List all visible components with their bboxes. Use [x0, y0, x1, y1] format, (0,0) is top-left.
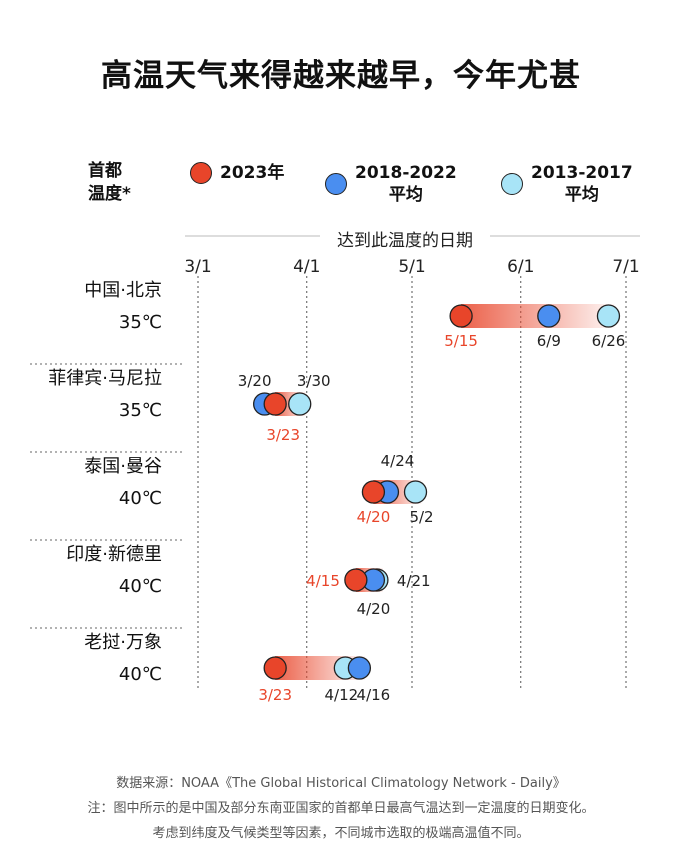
point-2013-2017 [288, 392, 312, 416]
legend-dot-2018-2022 [325, 173, 347, 195]
row-city-label: 印度·新德里 [66, 544, 162, 565]
legend-label-2013-2017-line1: 2013-2017 [531, 163, 633, 183]
legend-label-2023: 2023年 [220, 163, 285, 183]
row-temp-label: 40℃ [119, 488, 162, 509]
x-tick-label: 5/1 [398, 257, 425, 277]
point-2023 [263, 656, 287, 680]
chart-title: 高温天气来得越来越早，今年尤甚 [101, 58, 581, 94]
legend-item-2023: 2023年 [190, 162, 284, 184]
row-0: 中国·北京 35℃ 5/15 6/9 6/26 [84, 280, 625, 350]
legend-item-2013-2017: 2013-2017 平均 [501, 162, 633, 206]
point-label-2023: 3/23 [266, 426, 300, 444]
point-2013-2017 [403, 480, 428, 504]
point-2023 [344, 568, 368, 592]
row-temp-label: 40℃ [119, 664, 162, 685]
legend-label-2018-2022-line2: 平均 [388, 185, 423, 205]
legend-label-2018-2022-line1: 2018-2022 [355, 163, 457, 183]
point-label-2018-2022: 4/20 [357, 600, 391, 618]
legend-header: 首都 温度* [88, 160, 158, 206]
row-city-label: 菲律宾·马尼拉 [48, 368, 162, 389]
row-temp-label: 35℃ [119, 400, 162, 421]
point-label-2018-2022: 6/9 [537, 332, 561, 350]
legend-item-2018-2022: 2018-2022 平均 [325, 162, 457, 206]
point-label-2013-2017: 4/21 [397, 572, 431, 590]
row-city-label: 老挝·万象 [84, 632, 162, 653]
row-city-label: 泰国·曼谷 [84, 456, 162, 477]
legend-header-line2: 温度* [88, 184, 131, 204]
row-temp-label: 35℃ [119, 312, 162, 333]
point-label-2023: 3/23 [258, 686, 292, 704]
rows: 中国·北京 35℃ 5/15 6/9 6/26 菲律宾·马尼拉 35℃ 3/23 3/20 3/3… [48, 280, 625, 704]
point-2018-2022 [347, 656, 372, 680]
x-tick-label: 7/1 [612, 257, 639, 277]
point-label-2023: 4/15 [306, 572, 340, 590]
x-tick-label: 3/1 [184, 257, 211, 277]
legend-label-2013-2017-line2: 平均 [564, 185, 599, 205]
legend-header-line1: 首都 [88, 161, 122, 181]
point-label-2013-2017: 3/30 [297, 372, 331, 390]
point-2013-2017 [596, 304, 621, 328]
row-2: 泰国·曼谷 40℃ 4/20 4/24 5/2 [84, 452, 433, 526]
row-4: 老挝·万象 40℃ 3/23 4/164/12 [84, 632, 390, 704]
point-label-2018-2022: 4/24 [381, 452, 415, 470]
x-tick-label: 6/1 [507, 257, 534, 277]
point-label-2018-2022: 3/20 [238, 372, 272, 390]
footer-note-2: 考虑到纬度及气候类型等因素，不同城市选取的极端高温值不同。 [152, 826, 530, 841]
point-2023 [449, 304, 473, 328]
point-2023 [263, 392, 287, 416]
footer-note: 注：图中所示的是中国及部分东南亚国家的首都单日最高气温达到一定温度的日期变化。 [87, 801, 595, 816]
row-separators [30, 363, 185, 629]
footer-source: 数据来源：NOAA《The Global Historical Climatol… [116, 776, 566, 791]
row-temp-label: 40℃ [119, 576, 162, 597]
row-3: 印度·新德里 40℃ 4/15 4/20 4/21 [66, 544, 430, 618]
point-label-2013-2017: 5/2 [409, 508, 433, 526]
point-label-2013-2017: 4/12 [325, 686, 359, 704]
row-1: 菲律宾·马尼拉 35℃ 3/23 3/20 3/30 [48, 368, 330, 444]
point-label-2023: 4/20 [357, 508, 391, 526]
x-axis-label: 达到此温度的日期 [320, 226, 490, 251]
x-tick-label: 4/1 [293, 257, 320, 277]
point-2023 [361, 480, 386, 504]
point-label-2023: 5/15 [444, 332, 478, 350]
legend-dot-2013-2017 [501, 173, 523, 195]
x-tick-labels: 3/1 4/1 5/1 6/1 7/1 [184, 257, 639, 277]
point-label-2013-2017: 6/26 [592, 332, 626, 350]
row-city-label: 中国·北京 [84, 280, 162, 301]
legend-dot-2023 [190, 162, 212, 184]
point-2018-2022 [537, 304, 561, 328]
point-label-2018-2022: 4/16 [357, 686, 391, 704]
